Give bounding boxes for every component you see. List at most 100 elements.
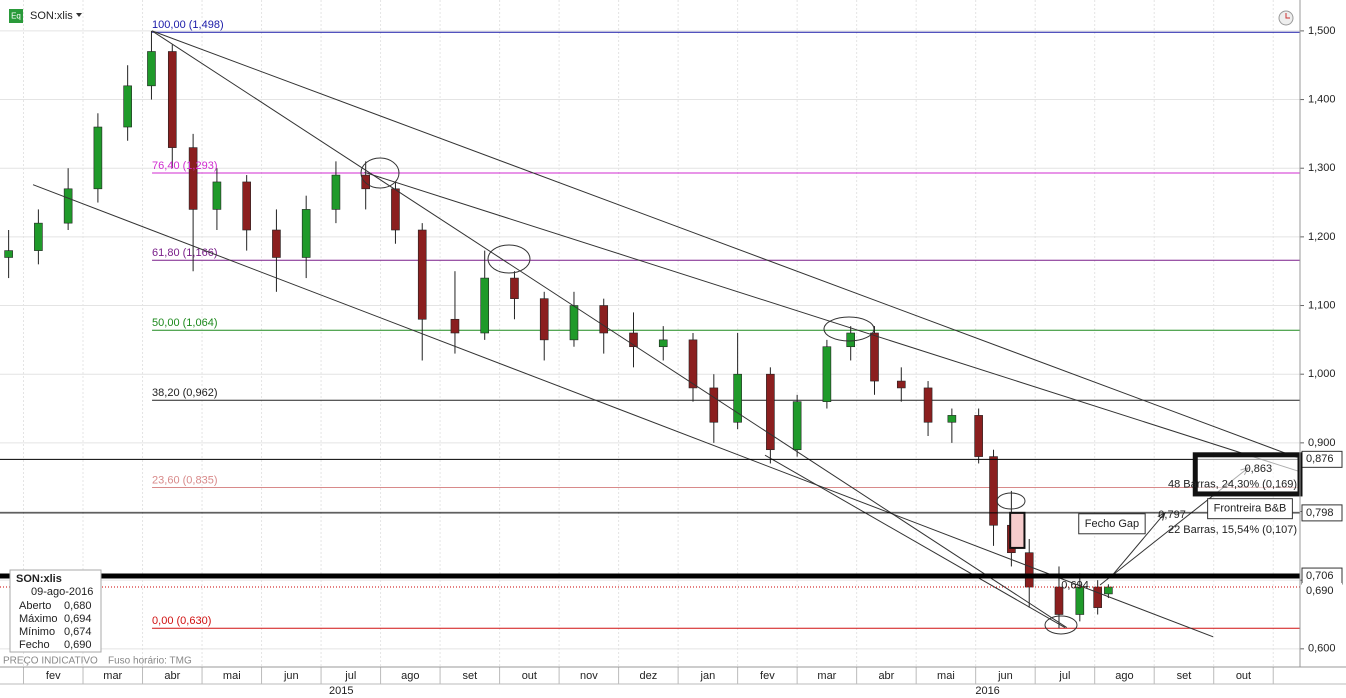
candle-body (792, 401, 802, 451)
candle-body (63, 188, 73, 224)
info-label: Aberto (19, 600, 51, 612)
x-tick-label: ago (1115, 670, 1133, 682)
candle-body (896, 380, 906, 389)
footer-timezone: Fuso horário: TMG (108, 656, 192, 667)
fib-label: 23,60 (0,835) (152, 474, 217, 486)
candle-body (123, 85, 132, 128)
annotation: 0,694 (1061, 580, 1089, 592)
info-box: SON:xlis 09-ago-2016 Aberto 0,680 Máximo… (9, 569, 102, 653)
candle-body (846, 332, 855, 348)
candle-body (766, 373, 775, 451)
y-tick-label: 1,100 (1308, 299, 1336, 311)
candle-body (147, 51, 156, 87)
candle-body (1054, 586, 1064, 615)
x-tick-label: jun (283, 670, 299, 682)
x-tick-label: ago (401, 670, 419, 682)
x-tick-label: out (1236, 670, 1251, 682)
info-value: 0,680 (64, 600, 92, 612)
trendline (364, 171, 1301, 473)
x-tick-label: jul (1058, 670, 1070, 682)
highlight-ellipse (360, 157, 400, 189)
candle-body (923, 387, 933, 423)
dropdown[interactable] (76, 13, 82, 17)
info-value: 0,690 (64, 639, 92, 651)
candle-body (870, 332, 879, 382)
x-tick-label: fev (760, 670, 775, 682)
x-tick-label: out (522, 670, 537, 682)
candle-body (1024, 552, 1034, 588)
x-tick-label: nov (580, 670, 598, 682)
candle-body (629, 332, 638, 348)
candle-body (989, 456, 998, 526)
level-label: 0,706 (1306, 570, 1334, 582)
candle-body (167, 51, 177, 148)
y-tick-label: 1,400 (1308, 93, 1336, 105)
symbol[interactable]: SON:xlis (30, 10, 73, 22)
candle-body (1075, 586, 1085, 615)
candle-body (688, 339, 698, 389)
level-label: 0,876 (1306, 453, 1334, 465)
candle-body (947, 415, 957, 423)
y-tick-label: 1,000 (1308, 368, 1336, 380)
info-symbol: SON:xlis (16, 573, 62, 585)
level-tag (1301, 504, 1343, 522)
candle-body (417, 229, 427, 320)
candle-body (709, 387, 719, 423)
candle-body (1093, 586, 1102, 608)
annotation-box (1207, 498, 1293, 520)
candle-body (272, 229, 281, 258)
candle-body (188, 147, 198, 210)
x-tick-label: jul (344, 670, 356, 682)
annotation: 22 Barras, 15,54% (0,107) (1168, 524, 1297, 536)
candle-body (93, 126, 103, 190)
annotation: 0,797 (1158, 509, 1186, 521)
fib-label: 0,00 (0,630) (152, 615, 211, 627)
info-label: Máximo (19, 613, 58, 625)
candle-body (822, 346, 832, 402)
fib-label: 61,80 (1,166) (152, 247, 217, 259)
y-tick-label: 0,900 (1308, 437, 1336, 449)
x-tick-label: mai (937, 670, 955, 682)
symbol-icon[interactable] (9, 9, 23, 23)
candle-body (391, 188, 400, 231)
candle-body (974, 415, 983, 457)
candle-body (450, 318, 460, 334)
x-tick-label: jun (997, 670, 1013, 682)
y-tick-label: 1,500 (1308, 25, 1336, 37)
x-tick-label: set (1177, 670, 1192, 682)
x-tick-label: abr (164, 670, 180, 682)
annotation: Fecho Gap (1085, 518, 1139, 530)
highlight-ellipse (1044, 615, 1078, 635)
annotation: 0,863 (1245, 463, 1273, 475)
candle-body (361, 174, 370, 190)
level-label: 0,690 (1306, 585, 1334, 597)
x-tick-label: mar (103, 670, 122, 682)
fib-label: 50,00 (1,064) (152, 317, 217, 329)
annotation: 48 Barras, 24,30% (0,169) (1168, 479, 1297, 491)
x-tick-label: abr (878, 670, 894, 682)
trendline (764, 454, 1066, 628)
footer-note: PREÇO INDICATIVO (3, 656, 98, 667)
x-tick-label: set (462, 670, 477, 682)
candle-body (301, 209, 311, 258)
year-label: 2016 (975, 685, 999, 697)
symbol-icon-text: Eq (11, 12, 21, 21)
marks (4, 30, 1113, 629)
overlays: 100,00 (1,498) 76,40 (1,293) 61,80 (1,166)… (0, 19, 1343, 638)
candle-body (212, 181, 222, 210)
candle-body (569, 305, 579, 341)
highlight-ellipse (823, 316, 875, 342)
annotation: Frontreira B&B (1214, 503, 1287, 515)
candle-body (331, 174, 341, 210)
trendline (151, 30, 1301, 460)
candle-body (510, 277, 519, 299)
level-tag (1302, 583, 1342, 600)
arrow (1109, 512, 1166, 579)
trendline (32, 184, 1214, 638)
info-value: 0,694 (64, 613, 92, 625)
y-tick-label: 1,300 (1308, 162, 1336, 174)
x-tick-label: fev (46, 670, 61, 682)
candle-body (242, 181, 251, 231)
candle-body (539, 298, 549, 341)
